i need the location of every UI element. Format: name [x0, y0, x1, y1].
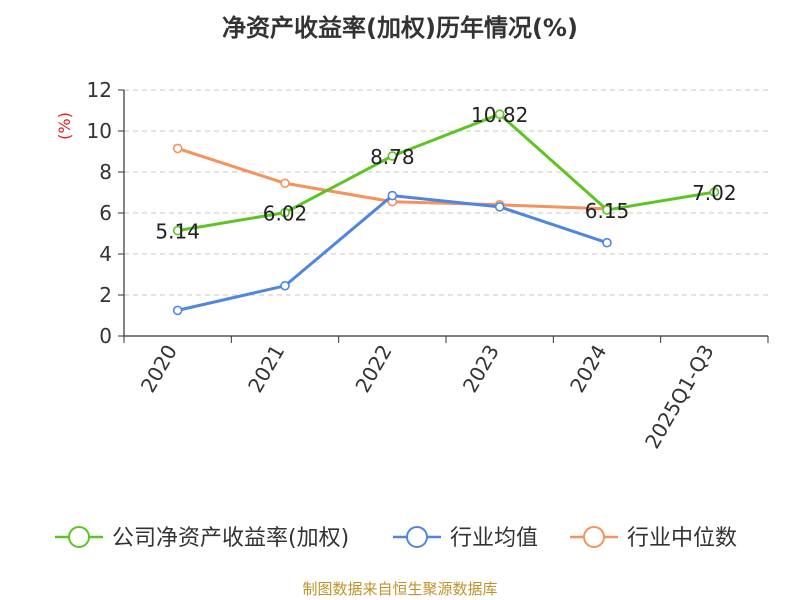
legend-label: 行业均值: [450, 526, 538, 551]
data-point: [280, 207, 290, 218]
data-point: [280, 178, 290, 189]
data-point: [280, 280, 290, 291]
data-point: [602, 237, 612, 248]
legend-label: 公司净资产收益率(加权): [112, 526, 349, 551]
x-tick-label: 2024: [565, 341, 611, 397]
series-lines: [172, 109, 720, 316]
data-point: [494, 109, 505, 119]
chart-title: 净资产收益率(加权)历年情况(%): [222, 14, 578, 42]
y-tick-label: 8: [99, 160, 112, 184]
series-line: [177, 112, 715, 233]
y-tick-label: 4: [99, 242, 112, 266]
data-point: [494, 202, 505, 212]
x-tick-label: 2020: [136, 341, 182, 397]
y-axis-label: (%): [55, 112, 74, 140]
legend-label: 行业中位数: [627, 526, 737, 551]
data-labels: 5.14 6.02 8.78 10.82 6.15 7.02: [155, 103, 736, 243]
legend-marker: [583, 526, 605, 548]
y-tick-label: 0: [99, 324, 112, 348]
source-note: 制图数据来自恒生聚源数据库: [302, 580, 498, 598]
data-label: 6.15: [585, 199, 630, 223]
data-label: 7.02: [692, 181, 737, 205]
data-point: [387, 190, 398, 201]
x-tick-label: 2025Q1-Q3: [640, 341, 719, 453]
legend-marker: [406, 526, 428, 548]
data-label: 6.02: [263, 202, 308, 226]
data-label: 8.78: [370, 145, 415, 169]
data-label: 5.14: [155, 220, 200, 244]
y-tick-label: 2: [99, 283, 112, 307]
x-tick-label: 2022: [350, 341, 396, 397]
y-tick-label: 6: [99, 201, 112, 225]
data-point: [172, 305, 183, 316]
data-label: 10.82: [471, 103, 528, 127]
data-point: [387, 151, 398, 161]
data-point: [602, 205, 612, 215]
axes: 0 2 4 6 8 10 12 (%) 2020 2021 2022 2023 2024 2025Q1-Q…: [55, 78, 769, 453]
y-tick-label: 12: [87, 78, 112, 102]
data-point: [172, 143, 183, 154]
data-point: [709, 187, 720, 197]
legend: 公司净资产收益率(加权) 行业均值 行业中位数: [55, 526, 737, 551]
x-tick-label: 2023: [458, 340, 504, 396]
y-tick-label: 10: [87, 119, 112, 143]
legend-marker: [68, 526, 90, 548]
x-tick-label: 2021: [243, 341, 289, 397]
data-point: [172, 225, 183, 236]
gridlines: [124, 89, 768, 296]
